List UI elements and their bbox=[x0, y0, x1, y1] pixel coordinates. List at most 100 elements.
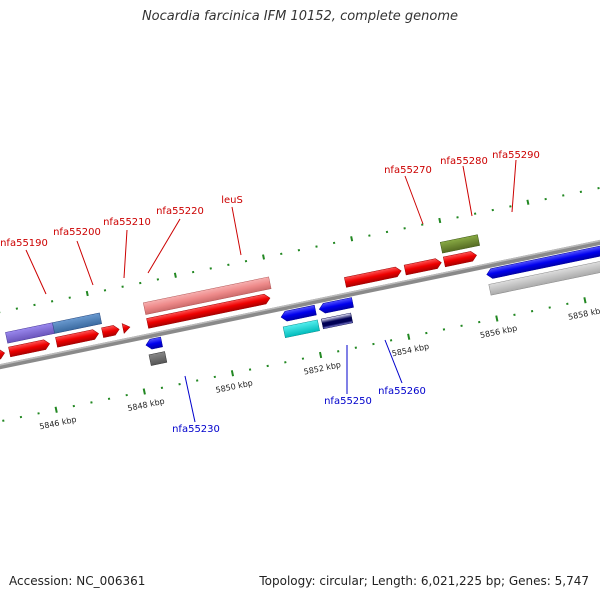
leader-line-nfa55220 bbox=[147, 218, 181, 274]
top-tick bbox=[332, 241, 336, 245]
top-tick bbox=[438, 217, 442, 224]
cds-nfa55230[interactable] bbox=[145, 336, 163, 350]
forward-strand bbox=[0, 250, 477, 365]
gene-box-olive[interactable] bbox=[439, 234, 480, 254]
top-tick bbox=[473, 212, 477, 215]
cds-partial-left[interactable] bbox=[0, 348, 6, 365]
gene-label[interactable]: nfa55200 bbox=[53, 227, 101, 238]
bottom-tick bbox=[72, 404, 75, 408]
reverse-strand bbox=[145, 238, 600, 350]
leader-line-nfa55280 bbox=[462, 165, 473, 217]
top-tick bbox=[156, 278, 160, 281]
cds-nfa55190[interactable] bbox=[8, 339, 51, 358]
cds-nfa55260[interactable] bbox=[318, 297, 354, 314]
gene-box-cyan[interactable] bbox=[282, 319, 320, 339]
bottom-tick bbox=[389, 339, 393, 342]
cds-nfa55200[interactable] bbox=[55, 329, 99, 348]
gene-label[interactable]: nfa55260 bbox=[378, 386, 426, 397]
forward-gene-track bbox=[5, 234, 480, 344]
gene-box-leuS[interactable] bbox=[143, 276, 272, 315]
map-title: Nocardia farcinica IFM 10152, complete g… bbox=[141, 9, 459, 24]
top-tick bbox=[191, 270, 195, 274]
top-tick bbox=[139, 281, 142, 285]
bottom-tick bbox=[230, 370, 235, 377]
top-tick bbox=[85, 290, 89, 297]
gene-box-steel[interactable] bbox=[52, 312, 102, 334]
gene-label[interactable]: nfa55210 bbox=[103, 217, 151, 228]
leader-lines bbox=[25, 159, 517, 423]
top-tick bbox=[209, 267, 212, 270]
kbp-label: 5848 kbp bbox=[127, 397, 166, 413]
bottom-tick bbox=[354, 346, 358, 349]
gene-label[interactable]: nfa55290 bbox=[492, 150, 540, 161]
top-tick bbox=[491, 208, 494, 212]
bottom-tick bbox=[54, 406, 58, 413]
top-tick bbox=[315, 245, 318, 248]
gene-label[interactable]: nfa55250 bbox=[324, 396, 372, 407]
gene-box-purple[interactable] bbox=[5, 322, 55, 344]
accession-text: Accession: NC_006361 bbox=[9, 574, 146, 588]
gene-box-gray[interactable] bbox=[488, 253, 600, 296]
top-tick bbox=[544, 197, 547, 201]
kbp-label: 5858 kbp bbox=[567, 305, 600, 321]
leader-line-nfa55260 bbox=[384, 339, 403, 384]
leader-line-nfa55270 bbox=[404, 175, 424, 225]
top-tick-row bbox=[0, 186, 600, 314]
gene-label[interactable]: nfa55190 bbox=[0, 238, 48, 249]
genome-summary-text: Topology: circular; Length: 6,021,225 bp… bbox=[259, 574, 589, 588]
bottom-tick bbox=[530, 309, 534, 313]
gene-label[interactable]: nfa55220 bbox=[156, 206, 204, 217]
kbp-label: 5852 kbp bbox=[303, 360, 342, 376]
bottom-tick bbox=[19, 415, 23, 419]
cds-nfa55250[interactable] bbox=[280, 304, 317, 322]
top-tick bbox=[562, 194, 565, 197]
bottom-tick bbox=[125, 393, 128, 397]
bottom-tick bbox=[513, 313, 516, 316]
bottom-tick bbox=[566, 302, 569, 306]
top-tick bbox=[68, 296, 71, 299]
top-tick bbox=[597, 186, 600, 190]
bottom-tick bbox=[372, 342, 375, 346]
top-tick bbox=[297, 249, 301, 252]
top-tick bbox=[33, 303, 36, 307]
bottom-tick bbox=[495, 315, 499, 322]
cds-nfa55270[interactable] bbox=[344, 266, 402, 288]
bottom-tick bbox=[2, 419, 5, 422]
bottom-tick bbox=[583, 297, 587, 304]
leader-line-leuS bbox=[231, 206, 242, 256]
bottom-tick bbox=[407, 333, 411, 340]
kbp-label: 5854 kbp bbox=[391, 342, 430, 358]
cds-nfa55210[interactable] bbox=[101, 324, 121, 338]
bottom-tick bbox=[425, 331, 428, 335]
top-tick bbox=[526, 199, 530, 205]
gene-box-darkgray[interactable] bbox=[148, 351, 168, 366]
map-track: 5846 kbp 5848 kbp 5850 kbp 5852 kbp 5854… bbox=[0, 186, 600, 431]
top-tick bbox=[350, 236, 354, 242]
cds-leuS[interactable] bbox=[146, 293, 271, 329]
gene-label[interactable]: leuS bbox=[221, 195, 243, 206]
bottom-tick bbox=[548, 306, 551, 309]
leader-line-nfa55190 bbox=[25, 249, 47, 295]
kbp-label: 5846 kbp bbox=[39, 415, 78, 431]
cds-nfa55280[interactable] bbox=[403, 258, 442, 276]
bottom-tick bbox=[478, 320, 481, 324]
gene-label[interactable]: nfa55280 bbox=[440, 156, 488, 167]
cds-right-partial[interactable] bbox=[486, 238, 600, 280]
bottom-tick bbox=[460, 324, 463, 327]
top-tick bbox=[368, 234, 371, 237]
cds-nfa55220[interactable] bbox=[121, 322, 131, 334]
cds-nfa55290[interactable] bbox=[442, 250, 477, 268]
bottom-tick bbox=[90, 401, 93, 404]
bottom-tick bbox=[301, 357, 305, 360]
top-tick bbox=[244, 259, 248, 263]
bottom-tick-row bbox=[2, 297, 587, 422]
bottom-tick bbox=[196, 379, 199, 382]
gene-label[interactable]: nfa55270 bbox=[384, 165, 432, 176]
leader-line-nfa55210 bbox=[123, 229, 128, 279]
gene-box-navy[interactable] bbox=[321, 312, 354, 330]
top-tick bbox=[50, 300, 54, 303]
bottom-tick bbox=[248, 368, 252, 371]
bottom-tick bbox=[266, 364, 269, 368]
gene-label[interactable]: nfa55230 bbox=[172, 424, 220, 435]
